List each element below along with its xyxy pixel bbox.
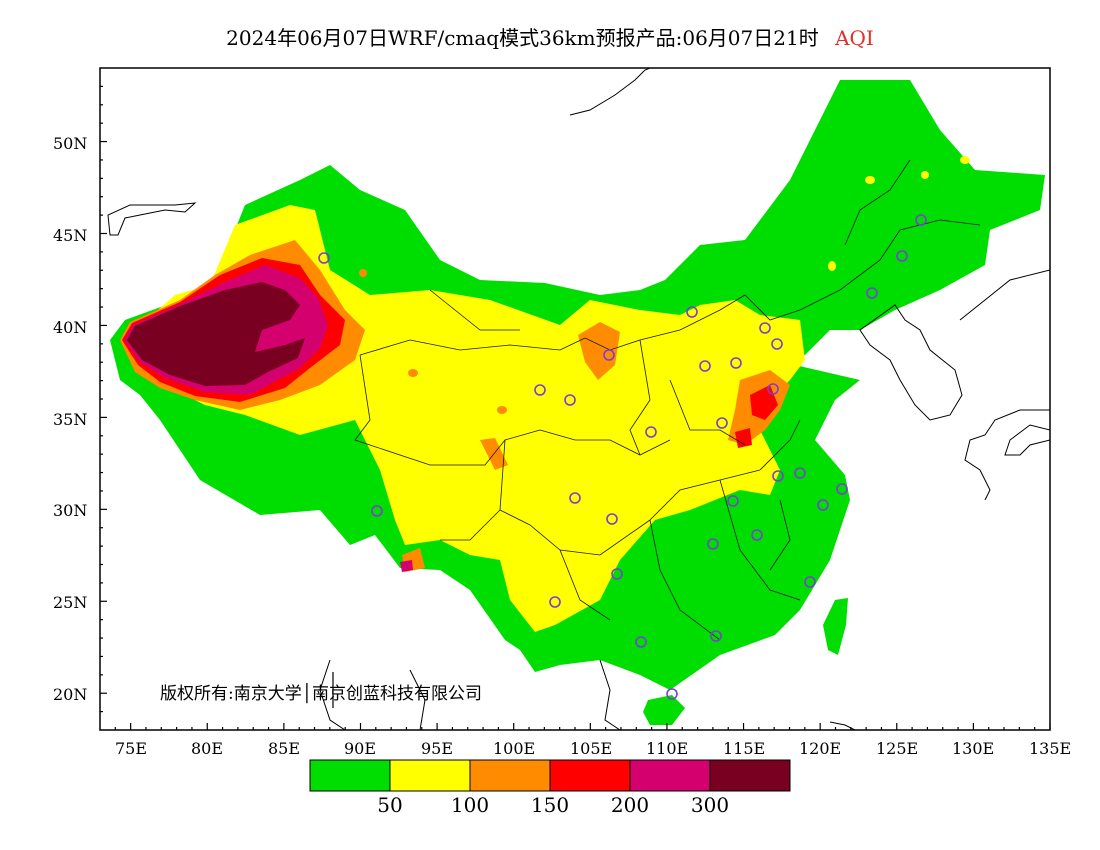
lon-tick-label: 130E [952,739,995,758]
copyright-notice: 版权所有:南京大学│南京创蓝科技有限公司 [160,684,482,704]
lat-tick-label: 45N [53,226,88,245]
lon-tick-label: 85E [268,739,301,758]
station-markers [318,214,927,700]
color-bar-label: 200 [610,793,650,817]
lon-tick-label: 105E [570,739,613,758]
lon-tick-label: 115E [723,739,766,758]
lon-tick-label: 135E [1029,739,1072,758]
lon-tick-label: 120E [799,739,842,758]
coastlines [107,68,1050,730]
aqi-field [107,68,1050,730]
lon-tick-label: 75E [115,739,148,758]
title-text: 2024年06月07日WRF/cmaq模式36km预报产品:06月07日21时 [226,26,819,50]
color-bar-label: 300 [690,793,730,817]
color-bar-bin-300-plus [709,759,791,792]
lat-tick-label: 20N [53,685,88,704]
color-bar-label: 50 [377,793,403,817]
map-title: 2024年06月07日WRF/cmaq模式36km预报产品:06月07日21时 … [0,22,1100,51]
lon-tick-label: 90E [344,739,377,758]
lat-tick-label: 30N [53,501,88,520]
lat-tick-label: 50N [53,134,88,153]
title-variable: AQI [835,26,874,50]
color-bar-label: 100 [450,793,490,817]
lon-tick-label: 100E [493,739,536,758]
lon-tick-label: 110E [646,739,689,758]
lon-tick-label: 125E [876,739,919,758]
color-bar-bin-100-150 [469,759,551,792]
lat-tick-label: 35N [53,410,88,429]
color-bar-bin-0-50 [309,759,391,792]
color-bar-label: 150 [530,793,570,817]
province-boundaries [354,159,981,641]
color-bar [309,759,791,792]
lon-tick-label: 80E [191,739,224,758]
color-bar-bin-150-200 [549,759,631,792]
aqi-zone-hazardous [127,282,305,386]
color-bar-bin-50-100 [389,759,471,792]
axis-ticks [100,85,1051,730]
color-bar-bin-200-300 [629,759,711,792]
lon-tick-label: 95E [421,739,454,758]
lat-tick-label: 25N [53,593,88,612]
lat-tick-label: 40N [53,318,88,337]
